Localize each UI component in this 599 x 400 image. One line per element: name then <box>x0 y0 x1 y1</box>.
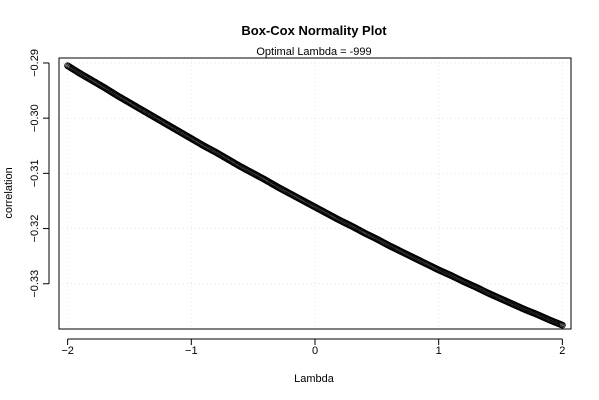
plot-frame <box>58 57 572 330</box>
x-tick-label: 2 <box>559 345 565 357</box>
x-axis: −2 −1 0 1 2 <box>61 338 565 357</box>
chart-title: Box-Cox Normality Plot <box>241 23 387 38</box>
y-axis: −0.29 −0.30 −0.31 −0.32 −0.33 <box>29 49 50 298</box>
x-tick-label: −2 <box>61 345 74 357</box>
y-tick-label: −0.32 <box>29 215 41 243</box>
x-tick-label: −1 <box>185 345 198 357</box>
chart-subtitle: Optimal Lambda = -999 <box>256 46 371 58</box>
data-points <box>64 62 566 329</box>
y-tick-label: −0.29 <box>29 49 41 77</box>
y-tick-label: −0.31 <box>29 159 41 187</box>
x-axis-label: Lambda <box>294 373 335 385</box>
x-tick-label: 0 <box>312 345 318 357</box>
y-axis-label: correlation <box>3 167 15 218</box>
x-tick-label: 1 <box>436 345 442 357</box>
y-tick-label: −0.33 <box>29 270 41 298</box>
grid-lines <box>59 58 571 329</box>
data-point <box>558 321 566 329</box>
y-tick-label: −0.30 <box>29 104 41 132</box>
